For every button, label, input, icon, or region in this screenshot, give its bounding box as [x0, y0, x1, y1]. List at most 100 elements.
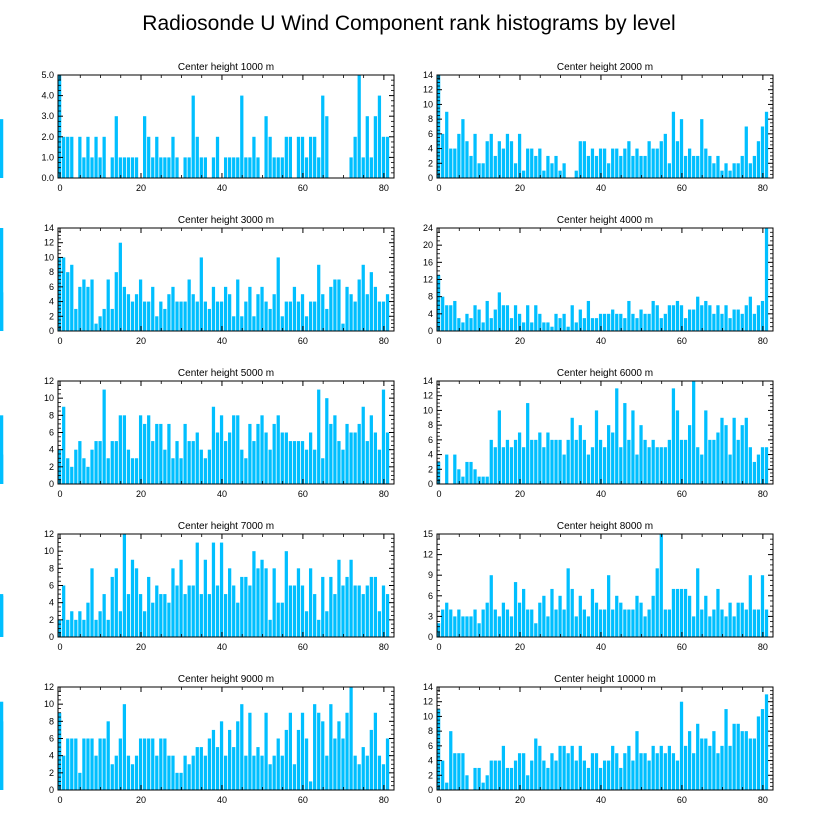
- bar: [236, 602, 240, 637]
- bar: [195, 432, 199, 484]
- bar: [219, 415, 224, 484]
- bar: [329, 704, 333, 790]
- bar: [381, 585, 386, 637]
- bar: [493, 447, 497, 484]
- bar: [473, 609, 477, 637]
- bar: [736, 439, 740, 484]
- bar: [300, 294, 305, 331]
- bar: [377, 611, 382, 637]
- bar: [219, 721, 224, 790]
- bar: [110, 157, 114, 178]
- bar: [345, 576, 349, 637]
- bar: [296, 301, 301, 331]
- bar: [353, 136, 357, 178]
- bar: [272, 294, 276, 331]
- bar: [325, 308, 329, 331]
- bar: [62, 585, 66, 637]
- y-tick-label: 12: [44, 682, 54, 692]
- x-tick-label: 0: [437, 489, 442, 499]
- bar: [724, 305, 728, 331]
- bar: [300, 441, 305, 484]
- bar: [453, 300, 457, 331]
- bar: [94, 619, 98, 637]
- bar: [708, 439, 712, 484]
- x-tick-label: 40: [596, 795, 606, 805]
- bar: [284, 432, 288, 484]
- bar: [211, 157, 216, 178]
- bar: [513, 305, 518, 331]
- bar: [457, 609, 461, 637]
- bar: [602, 447, 607, 484]
- bar: [236, 279, 240, 331]
- bar: [377, 301, 382, 331]
- bar: [102, 308, 106, 331]
- bar: [357, 279, 361, 331]
- bar: [244, 458, 248, 484]
- y-tick-label: 2: [49, 311, 54, 321]
- bar: [130, 157, 135, 178]
- x-tick-label: 60: [298, 642, 308, 652]
- bar: [546, 432, 550, 484]
- y-tick-label: 0: [49, 632, 54, 642]
- bars: [0, 389, 390, 484]
- bar: [582, 439, 586, 484]
- x-tick-label: 60: [677, 183, 687, 193]
- bar: [86, 466, 90, 484]
- x-tick-label: 60: [298, 336, 308, 346]
- bar: [546, 155, 550, 178]
- bar: [473, 305, 477, 331]
- y-tick-label: 12: [44, 238, 54, 248]
- bar: [627, 439, 631, 484]
- bar: [147, 136, 151, 178]
- y-tick-label: 8: [428, 114, 433, 124]
- bar: [619, 767, 623, 790]
- bar: [195, 542, 199, 637]
- y-tick-label: 2.0: [41, 132, 54, 142]
- bar: [752, 738, 757, 790]
- bar: [712, 609, 716, 637]
- bar: [655, 148, 659, 178]
- bar: [341, 738, 345, 790]
- bar: [501, 305, 506, 331]
- bar: [199, 449, 203, 484]
- bar: [485, 141, 489, 178]
- bar: [570, 305, 574, 331]
- bar: [167, 755, 171, 790]
- bar: [126, 594, 131, 637]
- bar: [361, 747, 365, 790]
- bar: [598, 313, 603, 331]
- y-tick-label: 4: [428, 144, 433, 154]
- bar: [252, 551, 256, 637]
- bar: [199, 747, 203, 790]
- bar: [578, 745, 582, 790]
- bar: [497, 141, 501, 178]
- x-tick-label: 20: [515, 183, 525, 193]
- bar: [191, 294, 195, 331]
- bar: [522, 170, 526, 178]
- bar: [126, 449, 131, 484]
- bar: [163, 738, 167, 790]
- bar: [163, 594, 167, 637]
- bar: [313, 594, 317, 637]
- bar: [361, 406, 365, 484]
- bar: [280, 755, 284, 790]
- y-tick-label: 0: [428, 632, 433, 642]
- bar: [493, 760, 497, 790]
- bar: [647, 447, 651, 484]
- panel-3: Center height 3000 m 0 2 4 6 8 10 12 14 0 20 40 60 80: [0, 215, 395, 346]
- bar: [461, 476, 465, 484]
- bar: [195, 136, 199, 178]
- x-tick-label: 80: [379, 489, 389, 499]
- bar: [586, 300, 591, 331]
- bar: [760, 126, 765, 178]
- bar: [675, 300, 680, 331]
- bar: [228, 432, 232, 484]
- x-tick-label: 80: [379, 336, 389, 346]
- bar: [744, 305, 748, 331]
- bar: [667, 439, 671, 484]
- bar: [369, 729, 373, 790]
- x-tick-label: 20: [515, 489, 525, 499]
- bar: [110, 441, 114, 484]
- bar: [118, 738, 122, 790]
